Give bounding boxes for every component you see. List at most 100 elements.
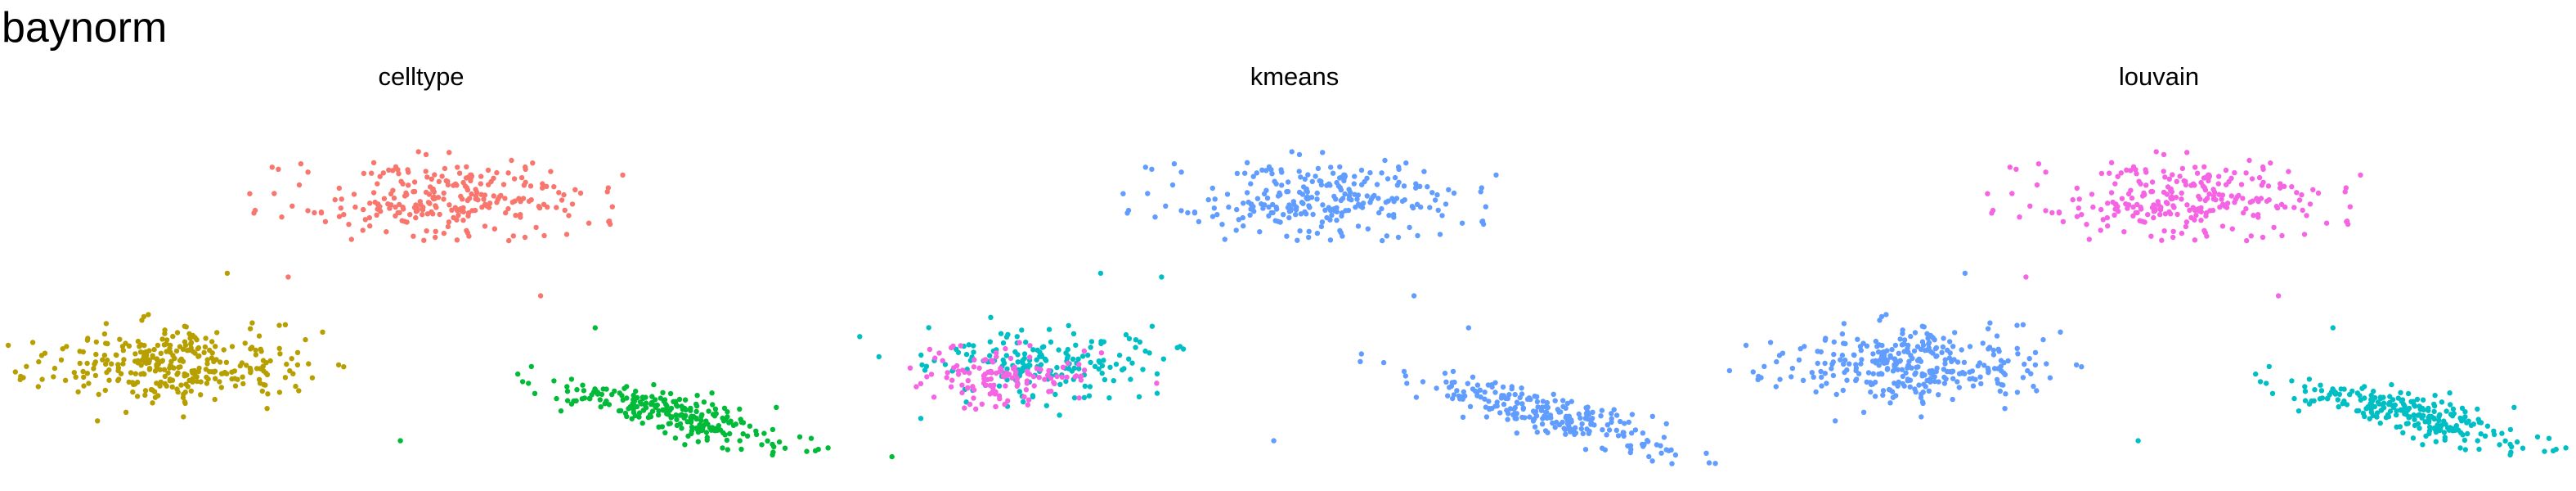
scatter-point: [656, 408, 662, 414]
scatter-point: [698, 413, 704, 420]
scatter-point: [2459, 405, 2466, 411]
scatter-point: [2335, 397, 2340, 403]
scatter-point: [168, 363, 173, 368]
scatter-point: [2145, 212, 2151, 218]
scatter-point: [2344, 402, 2350, 408]
scatter-point: [1532, 394, 1537, 399]
scatter-point: [710, 402, 716, 408]
scatter-point: [1924, 331, 1930, 336]
scatter-point: [1327, 208, 1334, 214]
scatter-point: [988, 376, 994, 382]
scatter-point: [257, 381, 263, 386]
scatter-point: [770, 426, 776, 433]
scatter-point: [407, 212, 413, 218]
scatter-point: [1353, 205, 1358, 210]
scatter-point: [1247, 212, 1253, 218]
scatter-point: [1270, 201, 1276, 208]
scatter-point: [115, 365, 122, 371]
scatter-point: [212, 396, 218, 403]
scatter-point: [689, 428, 695, 434]
scatter-point: [2457, 445, 2463, 451]
scatter-point: [433, 234, 438, 241]
scatter-point: [987, 339, 993, 345]
scatter-point: [1859, 357, 1865, 363]
scatter-point: [1285, 205, 1291, 210]
scatter-point: [217, 379, 222, 385]
scatter-point: [1916, 382, 1922, 388]
scatter-point: [1447, 385, 1452, 390]
scatter-point: [1260, 205, 1266, 211]
scatter-point: [2241, 209, 2246, 216]
scatter-point: [663, 408, 670, 413]
scatter-point: [182, 373, 187, 379]
scatter-point: [264, 406, 270, 412]
scatter-point: [889, 453, 895, 460]
scatter-point-outlier: [1097, 270, 1104, 277]
scatter-point: [182, 390, 188, 395]
scatter-point: [1564, 417, 1571, 424]
scatter-point: [1337, 164, 1343, 170]
scatter-point: [1668, 447, 1674, 453]
scatter-point: [384, 229, 389, 235]
scatter-point: [361, 170, 367, 177]
scatter-point: [1864, 343, 1870, 349]
scatter-point: [1133, 345, 1138, 350]
scatter-point: [2426, 413, 2432, 419]
scatter-point: [1308, 195, 1315, 200]
scatter-point: [1244, 190, 1250, 196]
scatter-point: [1934, 353, 1940, 359]
scatter-point: [398, 178, 404, 184]
scatter-point: [475, 197, 481, 203]
scatter-point: [264, 372, 271, 377]
scatter-point: [2040, 336, 2046, 343]
scatter-point: [1128, 376, 1133, 382]
scatter-point: [2449, 413, 2456, 419]
scatter-point: [2294, 190, 2300, 196]
scatter-point: [1254, 170, 1259, 176]
scatter-point: [559, 197, 565, 203]
scatter-point: [1818, 368, 1824, 375]
scatter-point: [2300, 207, 2305, 214]
scatter-point: [132, 371, 138, 376]
scatter-point: [52, 365, 58, 372]
scatter-point: [776, 439, 783, 445]
scatter-point-outlier: [2023, 274, 2029, 280]
scatter-point: [1972, 376, 1978, 382]
scatter-point: [396, 171, 402, 177]
scatter-point: [959, 390, 965, 396]
scatter-point: [1359, 205, 1366, 210]
scatter-point: [725, 447, 730, 453]
scatter-point: [195, 345, 201, 352]
scatter-point: [513, 213, 518, 218]
scatter-point: [411, 188, 418, 195]
scatter-point: [1002, 401, 1008, 408]
scatter-point: [1107, 364, 1113, 370]
scatter-point: [1579, 421, 1585, 427]
scatter-point: [138, 342, 144, 348]
scatter-point: [1154, 390, 1160, 396]
scatter-point: [503, 209, 509, 216]
scatter-point: [1487, 406, 1492, 412]
scatter-point: [168, 342, 173, 349]
scatter-point: [2250, 198, 2255, 204]
scatter-point: [146, 359, 152, 366]
scatter-point: [2129, 195, 2135, 201]
scatter-point: [1514, 411, 1519, 417]
panel-title-kmeans: kmeans: [1250, 62, 1340, 91]
scatter-point: [1248, 181, 1254, 187]
scatter-point: [2499, 430, 2505, 436]
scatter-point: [120, 348, 126, 354]
scatter-point: [648, 414, 654, 420]
scatter-point: [393, 204, 398, 210]
scatter-point: [1583, 411, 1590, 417]
scatter-point: [1961, 359, 1968, 365]
scatter-point-outlier: [224, 270, 231, 277]
scatter-point: [1038, 362, 1044, 367]
scatter-point: [290, 371, 296, 376]
scatter-point: [1236, 217, 1241, 223]
scatter-point: [2056, 210, 2062, 216]
scatter-point: [2475, 406, 2480, 412]
scatter-point: [577, 190, 584, 196]
scatter-point: [2115, 173, 2120, 179]
scatter-point: [574, 387, 580, 393]
